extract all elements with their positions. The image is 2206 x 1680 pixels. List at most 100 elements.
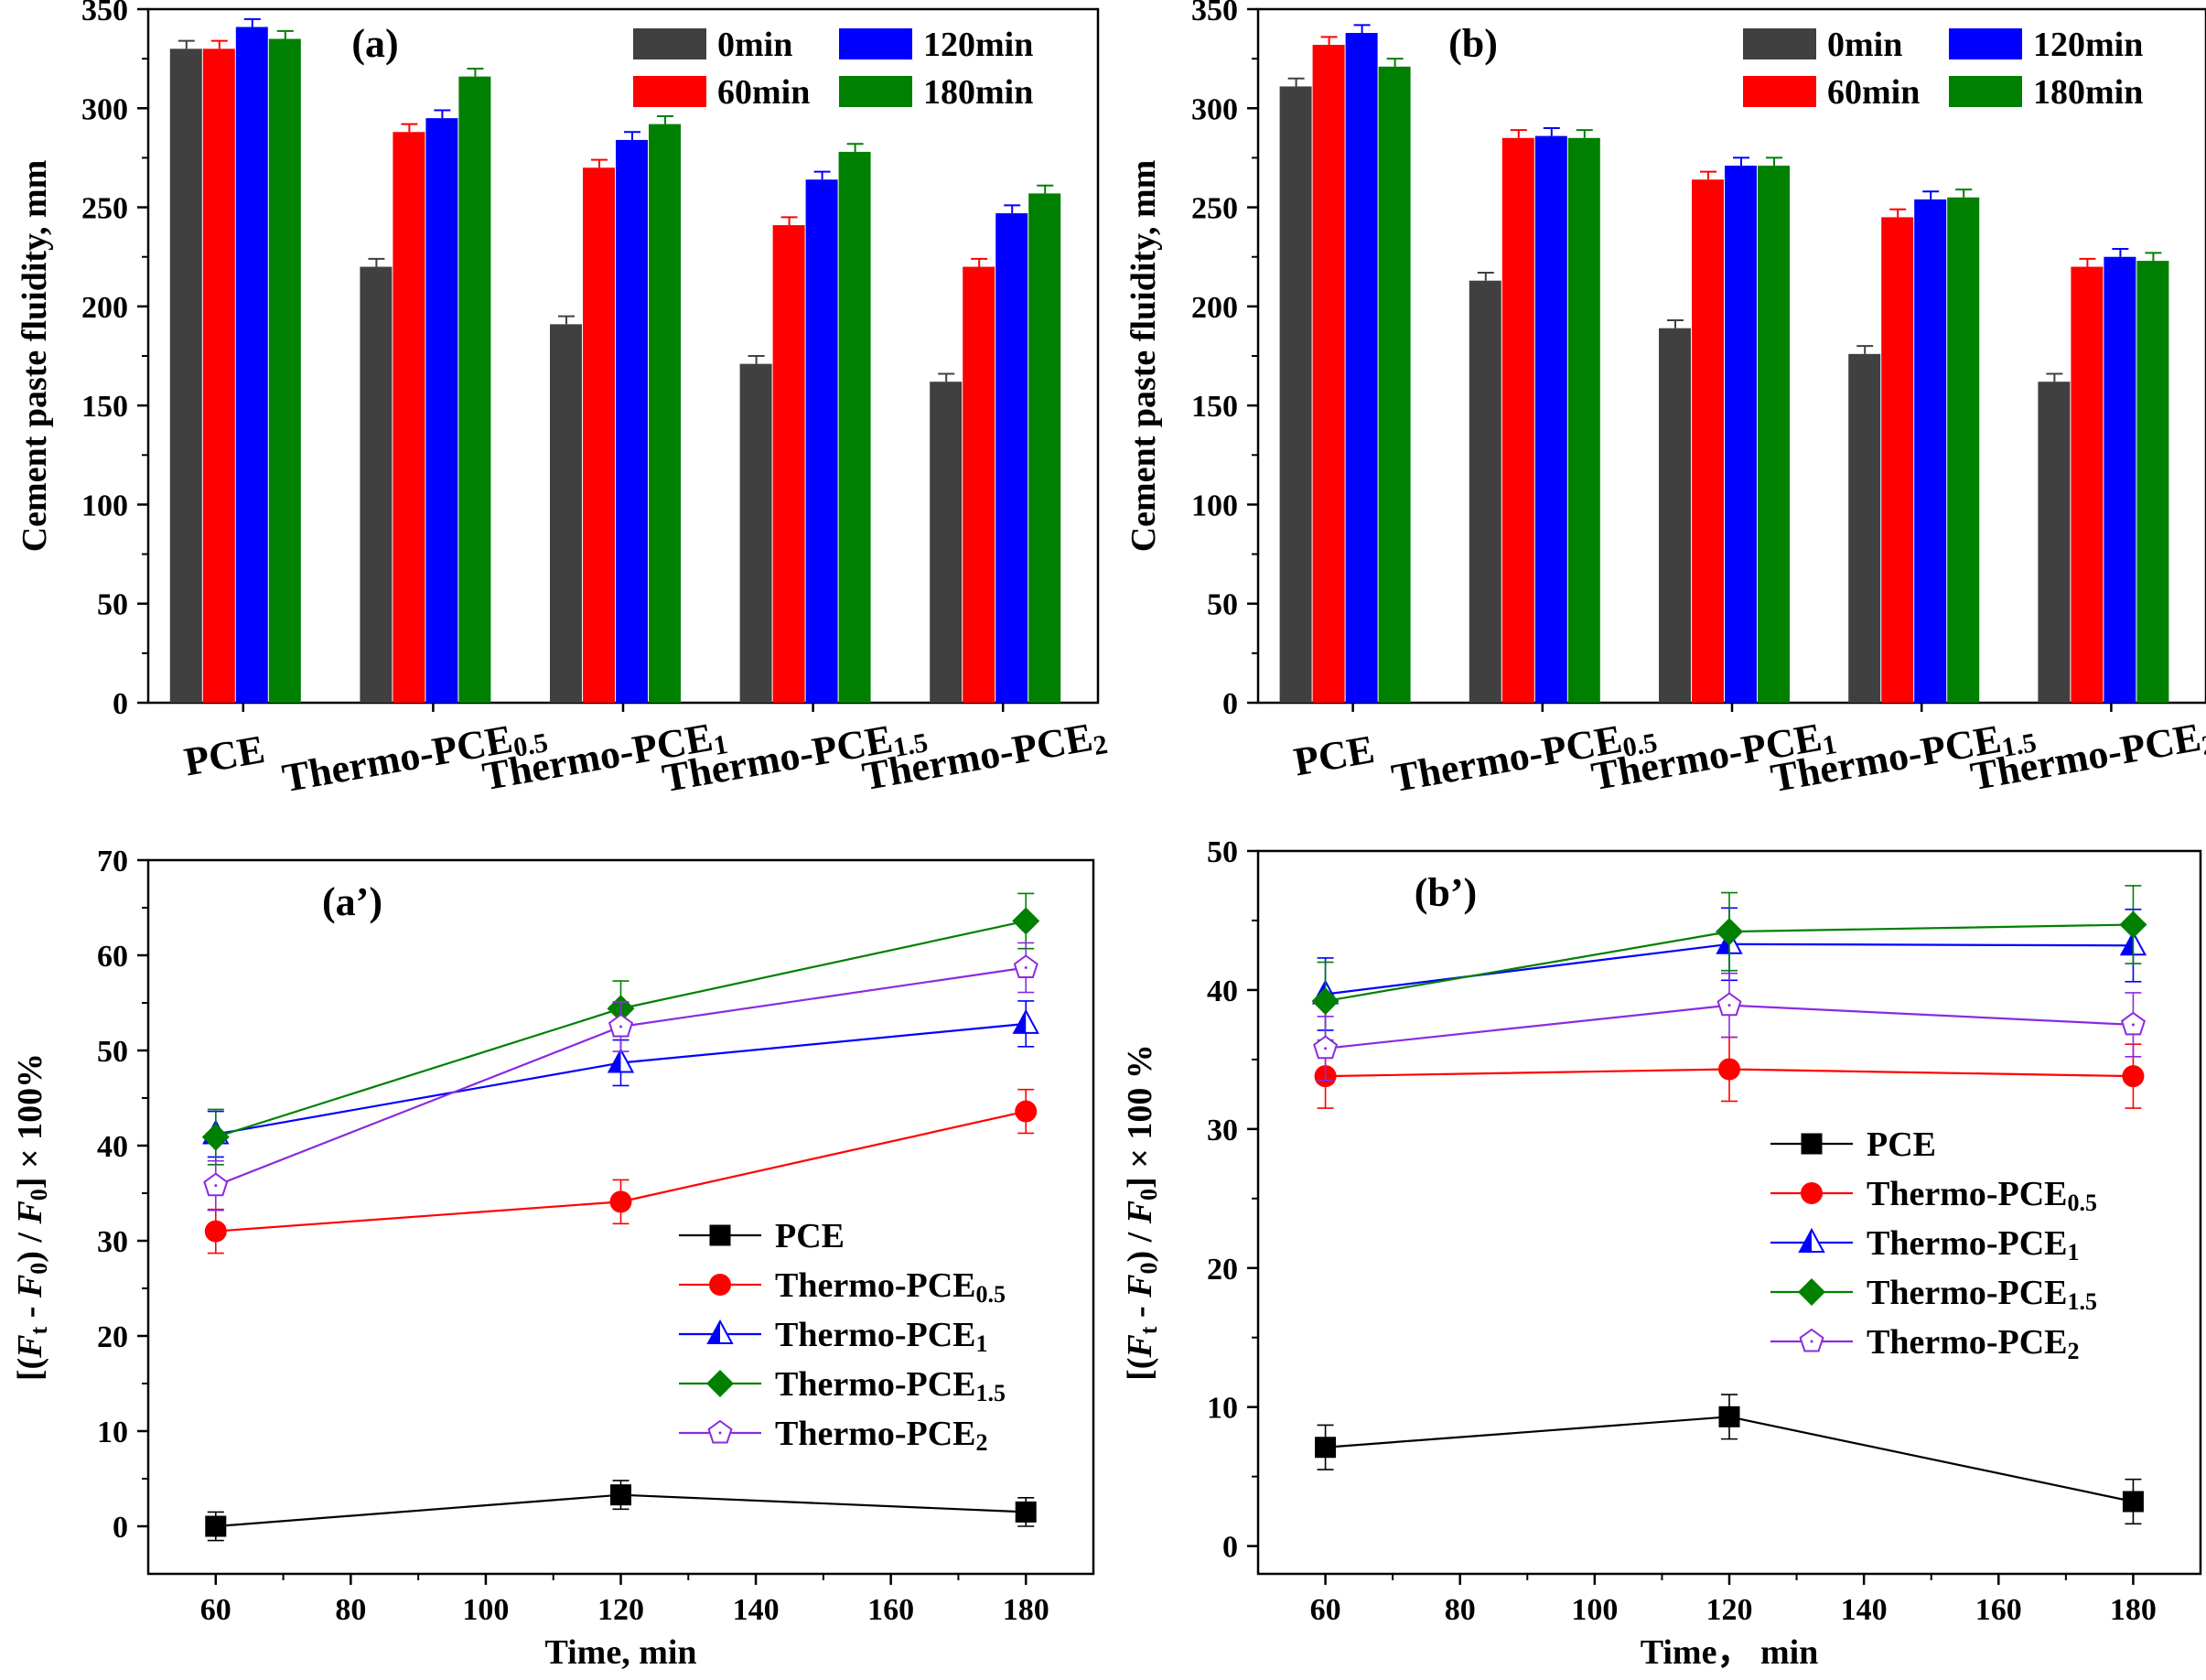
category-label: Thermo-PCE2	[859, 712, 1110, 802]
bar	[202, 48, 235, 704]
legend-marker	[1801, 1182, 1823, 1204]
y-label-part: F	[1121, 1334, 1159, 1358]
y-axis-label: Cement paste fluidity, mm	[1125, 160, 1163, 553]
y-label-part: -	[11, 1298, 49, 1327]
bar	[1758, 166, 1790, 703]
data-point	[2119, 910, 2147, 939]
bar	[1501, 137, 1534, 703]
legend-swatch	[1743, 76, 1816, 107]
y-tick-label: 250	[81, 192, 128, 226]
bar	[1567, 137, 1600, 703]
data-point	[201, 1123, 230, 1151]
x-tick-label: 160	[867, 1593, 914, 1627]
y-tick-label: 300	[81, 92, 128, 126]
bar	[235, 27, 268, 703]
bar-chart-0: 0 50 100 150 200 250 300 350 Cement paste fluidi…	[16, 0, 1110, 802]
legend-label-text: PCE	[775, 1217, 845, 1255]
y-tick-label: 350	[1191, 0, 1238, 27]
bar	[1534, 135, 1567, 703]
category-label-sub: 1	[711, 729, 730, 761]
panel-label: (b’)	[1415, 870, 1477, 915]
bar	[1312, 44, 1345, 704]
category-label: Thermo-PCE2	[1967, 712, 2206, 802]
y-label-sub: 0	[1135, 1263, 1162, 1275]
category-label-sub: 1.5	[1999, 727, 2039, 763]
y-tick-label: 70	[97, 845, 128, 878]
legend-label: 180min	[923, 73, 1033, 112]
legend-marker-dot	[718, 1431, 722, 1435]
bar	[425, 118, 458, 704]
bar	[1881, 217, 1914, 703]
data-point	[1012, 907, 1040, 935]
x-tick-label: 140	[733, 1593, 780, 1627]
legend-label: PCE	[775, 1217, 845, 1255]
x-tick-label: 180	[2110, 1593, 2157, 1627]
y-label-part: ) /	[1121, 1223, 1159, 1262]
y-axis-label: [(Ft - F0) / F0] × 100 %	[1121, 1044, 1162, 1381]
data-point-half	[2121, 932, 2134, 955]
legend-marker	[709, 1274, 731, 1296]
legend-marker	[1798, 1278, 1825, 1306]
bar	[805, 179, 838, 703]
x-axis-label: Time， min	[1641, 1633, 1819, 1672]
data-point	[1718, 1405, 1740, 1427]
bar	[1947, 197, 1980, 703]
y-tick-label: 40	[1207, 975, 1238, 1008]
bar	[1378, 66, 1411, 703]
legend-label-text: Thermo-PCE	[775, 1266, 976, 1305]
legend-label-text: Thermo-PCE	[1867, 1224, 2068, 1263]
y-tick-label: 50	[97, 588, 128, 622]
legend-label-text: Thermo-PCE	[1867, 1274, 2068, 1312]
data-point	[1015, 1100, 1038, 1123]
y-tick-label: 200	[1191, 291, 1238, 325]
panel-label: (b)	[1448, 21, 1498, 66]
y-label-sub: 0	[1135, 1189, 1162, 1201]
y-tick-label: 30	[97, 1225, 128, 1259]
legend-label: Thermo-PCE1	[775, 1316, 988, 1357]
y-axis-label: [(Ft - F0) / F0] × 100%	[11, 1053, 52, 1381]
category-label-sub: 0.5	[1620, 727, 1660, 763]
category-label-text: Thermo-PCE	[859, 715, 1096, 799]
bar	[2104, 256, 2136, 703]
data-point	[1015, 1501, 1037, 1523]
category-label-text: Thermo-PCE	[1967, 715, 2204, 799]
y-tick-label: 20	[97, 1320, 128, 1354]
bar	[1469, 280, 1501, 703]
data-point	[204, 1220, 227, 1243]
legend-label: 120min	[923, 26, 1033, 64]
legend-label: Thermo-PCE1.5	[1867, 1274, 2097, 1315]
y-label-part: ] × 100%	[11, 1053, 49, 1189]
y-axis-label: Cement paste fluidity, mm	[16, 160, 54, 553]
data-point-half	[1014, 1010, 1027, 1033]
bar	[169, 48, 202, 704]
legend-label-sub: 1.5	[2068, 1288, 2098, 1315]
bar	[1692, 179, 1724, 703]
bar-chart-1: 0 50 100 150 200 250 300 350 Cement paste fluidi…	[1125, 0, 2206, 802]
y-label-part: [(	[1121, 1358, 1159, 1381]
bar	[2136, 261, 2169, 703]
data-point-dot	[619, 1025, 622, 1028]
x-tick-label: 60	[200, 1593, 231, 1627]
y-label-sub: 0	[26, 1263, 52, 1275]
category-label-sub: 1.5	[891, 727, 931, 763]
y-label-part: ) /	[11, 1224, 49, 1263]
legend-swatch	[1949, 76, 2022, 107]
line-chart-2: 60 80 100 120 140 160 180010203040506070Time, …	[11, 845, 1095, 1672]
y-label-part: ] × 100 %	[1121, 1044, 1159, 1189]
y-tick-label: 150	[81, 390, 128, 424]
legend-label-sub: 2	[2068, 1338, 2080, 1364]
y-label-part: F	[1121, 1201, 1159, 1224]
bar	[1279, 86, 1312, 703]
x-tick-label: 180	[1003, 1593, 1049, 1627]
bar	[550, 324, 582, 703]
legend-label: Thermo-PCE0.5	[1867, 1175, 2097, 1216]
y-label-part: F	[11, 1275, 49, 1298]
y-label-sub: 0	[26, 1189, 52, 1201]
y-tick-label: 350	[81, 0, 128, 27]
bar	[838, 151, 871, 704]
bar	[360, 266, 393, 703]
y-tick-label: 250	[1191, 192, 1238, 226]
data-point	[2122, 1065, 2145, 1088]
category-label-text: PCE	[181, 727, 268, 785]
